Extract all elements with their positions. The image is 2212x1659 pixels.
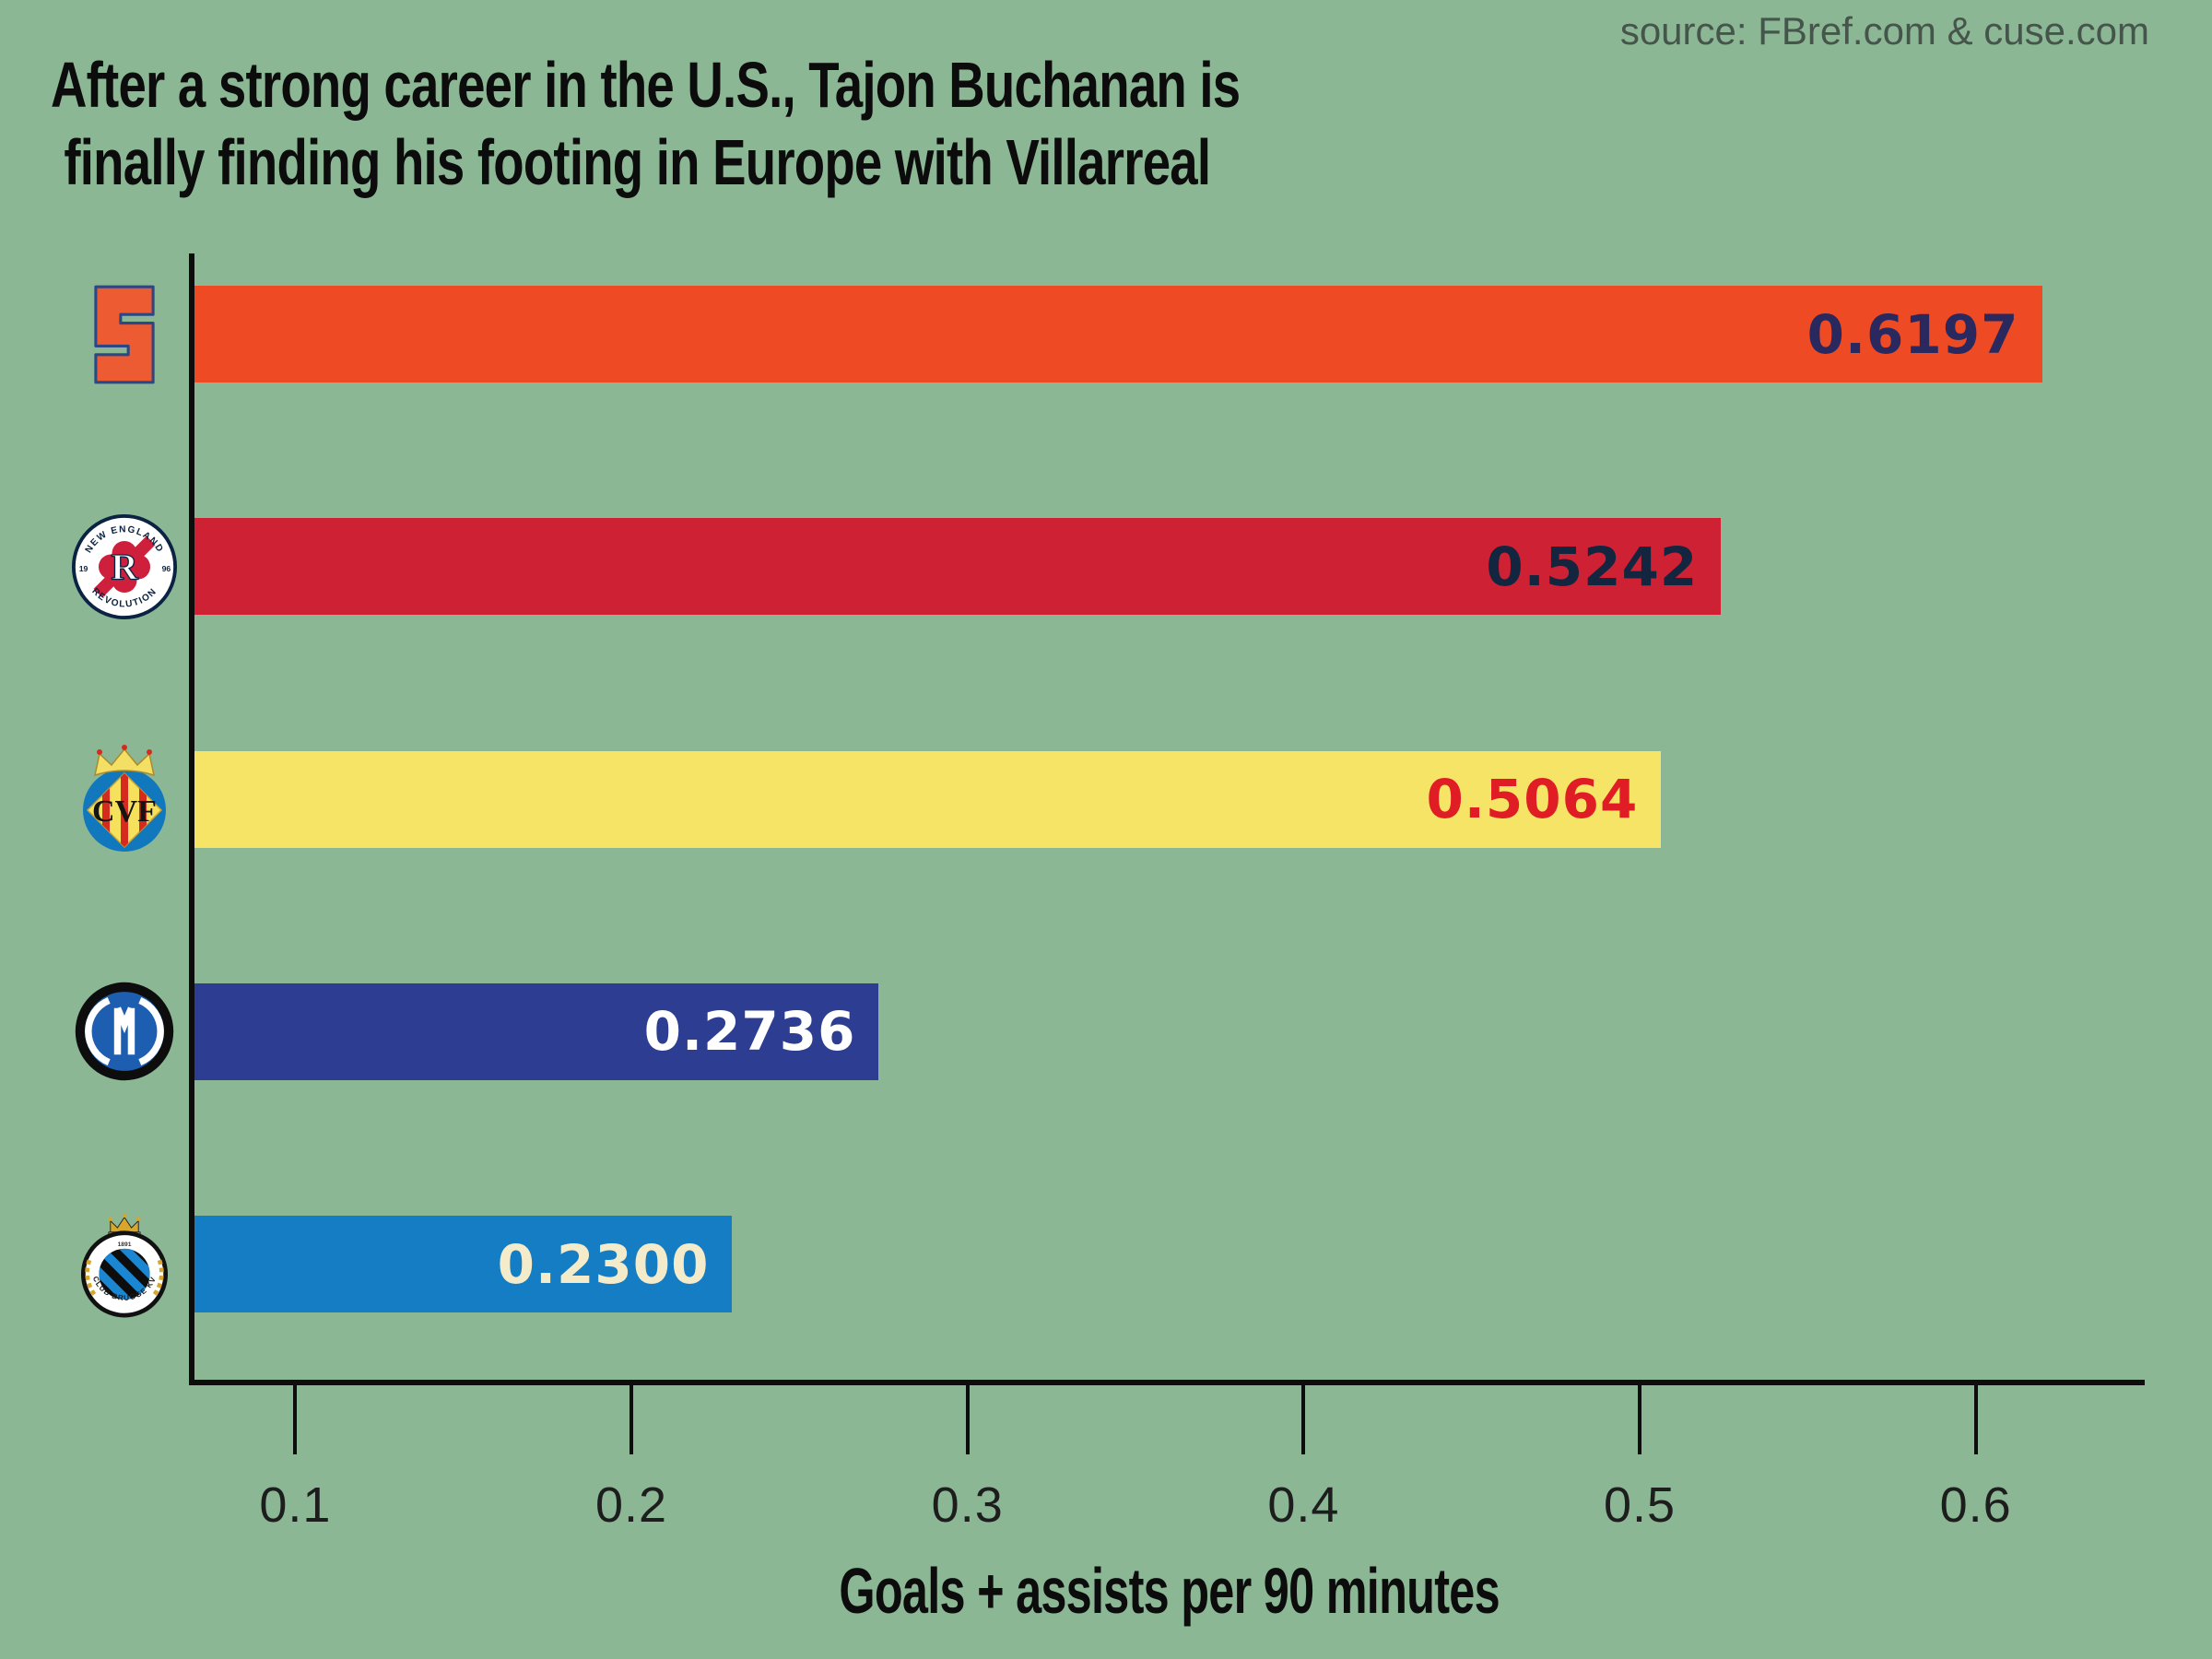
x-tick-mark bbox=[293, 1381, 298, 1454]
svg-text:19: 19 bbox=[79, 564, 88, 573]
svg-text:1891: 1891 bbox=[118, 1241, 132, 1248]
svg-text:96: 96 bbox=[162, 564, 171, 573]
x-tick-mark bbox=[1973, 1381, 1978, 1454]
x-tick-mark bbox=[1301, 1381, 1306, 1454]
chart-title-line1: After a strong career in the U.S., Tajon… bbox=[51, 49, 1241, 121]
syracuse-block-s-icon bbox=[94, 285, 155, 383]
bar-value-inter: 0.2736 bbox=[643, 1000, 856, 1064]
svg-text:CVF: CVF bbox=[92, 794, 157, 829]
bar-value-villarreal: 0.5064 bbox=[1426, 768, 1639, 831]
plot-area: 0.6197 0.5242 0.5064 0.2736 0.2300 bbox=[194, 253, 2144, 1381]
club-brugge-logo-icon: 1891 CLUB BRUGGE KV bbox=[65, 1205, 184, 1324]
y-axis-line bbox=[189, 253, 194, 1384]
brugge-crest-icon: 1891 CLUB BRUGGE KV bbox=[80, 1213, 169, 1318]
bar-row-inter: 0.2736 bbox=[194, 982, 2144, 1080]
x-tick-label: 0.3 bbox=[931, 1477, 1004, 1533]
syracuse-logo-icon bbox=[65, 275, 184, 394]
x-tick-mark bbox=[629, 1381, 634, 1454]
new-england-revolution-logo-icon: R NEW ENGLAND REVOLUTION 19 96 bbox=[65, 507, 184, 627]
bar-revolution: 0.5242 bbox=[194, 518, 1722, 616]
bar-value-revolution: 0.5242 bbox=[1486, 535, 1699, 598]
x-tick-label: 0.4 bbox=[1267, 1477, 1340, 1533]
bar-row-revolution: 0.5242 bbox=[194, 518, 2144, 616]
x-tick-label: 0.5 bbox=[1603, 1477, 1677, 1533]
x-tick-mark bbox=[1638, 1381, 1642, 1454]
x-tick-mark bbox=[965, 1381, 970, 1454]
bar-row-syracuse: 0.6197 bbox=[194, 286, 2144, 382]
bar-inter: 0.2736 bbox=[194, 982, 879, 1080]
team-logo-column: R NEW ENGLAND REVOLUTION 19 96 bbox=[65, 253, 184, 1381]
villarreal-crest-icon: CVF bbox=[83, 745, 166, 853]
bar-row-brugge: 0.2300 bbox=[194, 1216, 2144, 1313]
bar-value-brugge: 0.2300 bbox=[497, 1232, 710, 1296]
chart-title: After a strong career in the U.S., Tajon… bbox=[51, 46, 1241, 201]
x-tick-label: 0.6 bbox=[1939, 1477, 2012, 1533]
bar-row-villarreal: 0.5064 bbox=[194, 750, 2144, 848]
bar-value-syracuse: 0.6197 bbox=[1806, 302, 2019, 366]
x-axis-label: Goals + assists per 90 minutes bbox=[839, 1555, 1500, 1627]
villarreal-logo-icon: CVF bbox=[65, 739, 184, 859]
x-tick-label: 0.2 bbox=[595, 1477, 668, 1533]
bar-syracuse: 0.6197 bbox=[194, 286, 2042, 382]
x-tick-label: 0.1 bbox=[259, 1477, 332, 1533]
x-axis-line bbox=[189, 1380, 2145, 1385]
inter-milan-logo-icon bbox=[65, 971, 184, 1091]
source-credit: source: FBref.com & cuse.com bbox=[1619, 9, 2149, 53]
revolution-crest-icon: R NEW ENGLAND REVOLUTION 19 96 bbox=[71, 513, 178, 619]
bar-brugge: 0.2300 bbox=[194, 1216, 733, 1313]
svg-text:R: R bbox=[111, 546, 138, 587]
chart-title-line2: finally finding his footing in Europe wi… bbox=[51, 126, 1211, 198]
x-axis-label-wrap: Goals + assists per 90 minutes bbox=[194, 1554, 2144, 1628]
inter-crest-icon bbox=[75, 982, 174, 1081]
bar-villarreal: 0.5064 bbox=[194, 750, 1662, 848]
x-axis-ticks: 0.1 0.2 0.3 0.4 0.5 0.6 bbox=[194, 1381, 2144, 1657]
